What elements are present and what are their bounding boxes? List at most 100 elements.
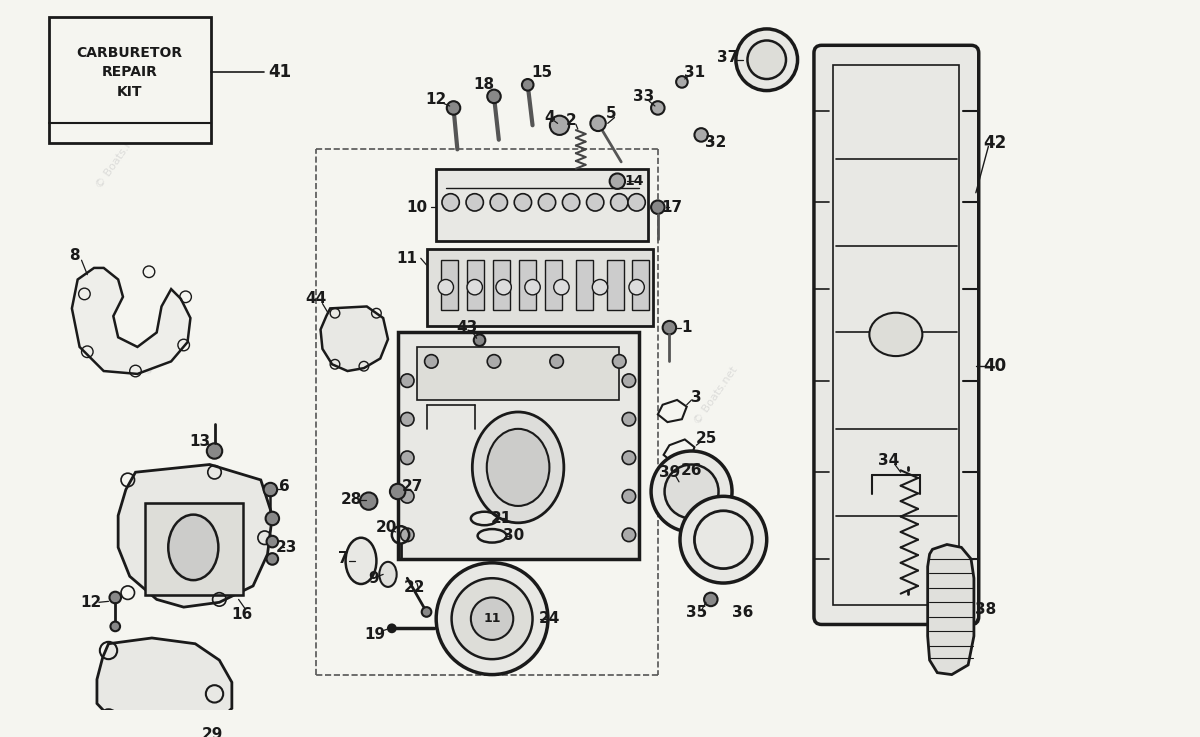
Circle shape <box>442 194 460 211</box>
Circle shape <box>524 279 540 295</box>
Circle shape <box>587 194 604 211</box>
Circle shape <box>446 101 461 115</box>
Text: 17: 17 <box>661 200 683 214</box>
Circle shape <box>590 116 606 131</box>
Bar <box>49 18 211 143</box>
Circle shape <box>550 116 569 135</box>
Circle shape <box>622 413 636 426</box>
Circle shape <box>401 374 414 388</box>
Text: 9: 9 <box>368 570 379 586</box>
Circle shape <box>622 451 636 464</box>
Text: 20: 20 <box>376 520 397 534</box>
Text: 41: 41 <box>269 63 292 81</box>
Ellipse shape <box>487 429 550 506</box>
Circle shape <box>206 443 222 458</box>
Ellipse shape <box>346 538 377 584</box>
Circle shape <box>109 592 121 604</box>
Ellipse shape <box>379 562 397 587</box>
Text: © Boats.net: © Boats.net <box>884 172 932 233</box>
Text: 8: 8 <box>70 248 80 263</box>
Circle shape <box>466 194 484 211</box>
Circle shape <box>451 579 533 659</box>
Text: 1: 1 <box>682 320 692 335</box>
Text: © Boats.net: © Boats.net <box>480 365 527 426</box>
Circle shape <box>563 194 580 211</box>
Circle shape <box>490 194 508 211</box>
Polygon shape <box>320 307 388 371</box>
Circle shape <box>360 492 377 510</box>
Text: 18: 18 <box>474 77 494 92</box>
Circle shape <box>438 279 454 295</box>
Circle shape <box>593 279 607 295</box>
Circle shape <box>487 90 500 103</box>
Text: 27: 27 <box>401 479 422 495</box>
Circle shape <box>264 483 277 496</box>
Text: 5: 5 <box>606 106 617 121</box>
Circle shape <box>110 621 120 631</box>
Text: 28: 28 <box>341 492 362 507</box>
Text: © Boats.net: © Boats.net <box>95 128 142 189</box>
Circle shape <box>676 76 688 88</box>
Circle shape <box>665 464 719 518</box>
Circle shape <box>496 279 511 295</box>
Text: 2: 2 <box>565 113 576 128</box>
Text: 12: 12 <box>80 595 102 609</box>
Circle shape <box>652 451 732 532</box>
Text: 35: 35 <box>685 605 707 621</box>
Text: 31: 31 <box>684 65 706 80</box>
Text: 26: 26 <box>680 463 702 478</box>
Circle shape <box>612 354 626 368</box>
Circle shape <box>467 279 482 295</box>
Circle shape <box>680 496 767 583</box>
Text: 34: 34 <box>878 453 900 468</box>
Text: 4: 4 <box>545 110 556 125</box>
Text: 25: 25 <box>695 431 716 446</box>
FancyBboxPatch shape <box>814 45 979 624</box>
Text: 30: 30 <box>503 528 524 543</box>
Bar <box>145 503 244 595</box>
Text: 11: 11 <box>484 612 500 625</box>
Bar <box>520 260 536 310</box>
Circle shape <box>748 41 786 79</box>
Circle shape <box>390 483 406 499</box>
Polygon shape <box>928 545 974 674</box>
Text: 7: 7 <box>338 551 349 567</box>
Circle shape <box>652 101 665 115</box>
Circle shape <box>401 489 414 503</box>
Polygon shape <box>118 464 272 607</box>
Ellipse shape <box>869 312 923 356</box>
Ellipse shape <box>473 412 564 523</box>
Text: 29: 29 <box>202 727 223 737</box>
Circle shape <box>662 321 676 335</box>
Bar <box>607 260 624 310</box>
Text: 24: 24 <box>539 611 560 626</box>
Text: 6: 6 <box>278 479 289 495</box>
Circle shape <box>515 194 532 211</box>
Text: 21: 21 <box>491 511 512 526</box>
Bar <box>436 169 648 241</box>
Text: 15: 15 <box>532 65 553 80</box>
Text: CARBURETOR
REPAIR
KIT: CARBURETOR REPAIR KIT <box>77 46 182 99</box>
Text: 16: 16 <box>230 607 252 622</box>
Bar <box>426 248 653 326</box>
Circle shape <box>704 593 718 606</box>
Text: 3: 3 <box>691 390 702 405</box>
Text: 42: 42 <box>984 133 1007 152</box>
Circle shape <box>550 354 563 368</box>
Bar <box>545 260 563 310</box>
Circle shape <box>265 511 280 525</box>
Text: 37: 37 <box>716 50 738 66</box>
Bar <box>397 332 638 559</box>
Text: 19: 19 <box>364 626 385 642</box>
Circle shape <box>622 528 636 542</box>
Circle shape <box>425 354 438 368</box>
Text: 14: 14 <box>624 174 643 188</box>
Bar <box>833 65 960 605</box>
Circle shape <box>401 451 414 464</box>
Bar <box>416 347 619 400</box>
Circle shape <box>611 194 628 211</box>
Bar <box>467 260 485 310</box>
Circle shape <box>421 607 431 617</box>
Circle shape <box>539 194 556 211</box>
Circle shape <box>487 354 500 368</box>
